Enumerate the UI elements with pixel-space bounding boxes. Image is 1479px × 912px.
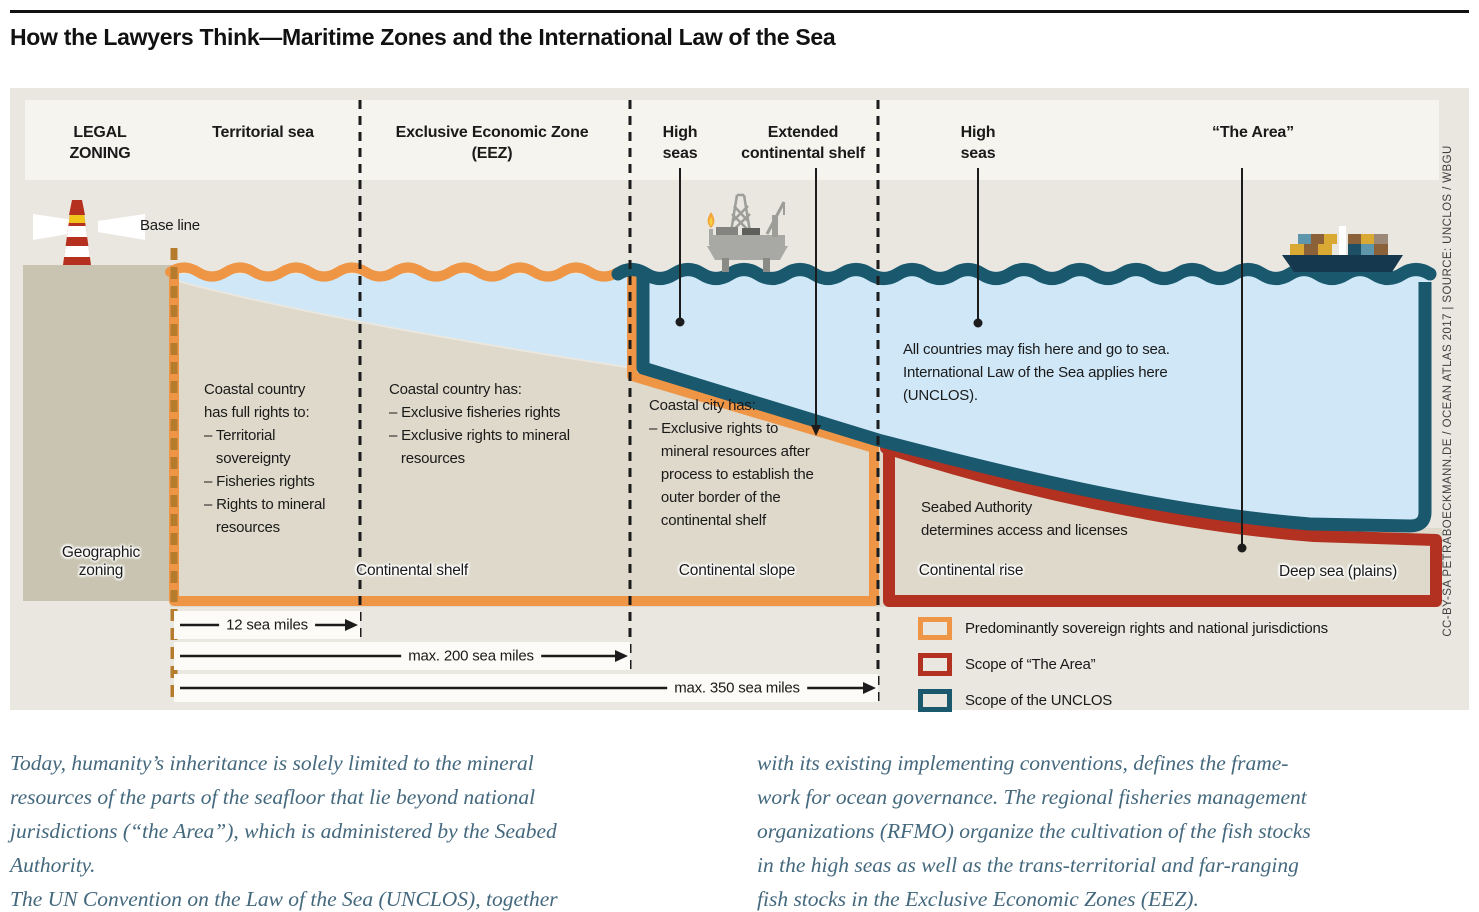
sea-surface-orange [165, 262, 623, 282]
continental-rise-label: Continental rise [918, 562, 1024, 579]
column-legal-zoning: LEGAL ZONING [69, 124, 131, 162]
legend-label: Predominantly sovereign rights and natio… [965, 620, 1328, 637]
column-eez: Exclusive Economic Zone (EEZ) [395, 124, 589, 162]
column-high-seas-2: High seas [960, 124, 996, 162]
credit-line: CC-BY-SA PETRABOECKMANN.DE / OCEAN ATLAS… [1442, 145, 1454, 637]
distance-350-miles: max. 350 sea miles [667, 679, 807, 697]
distance-12-miles: 12 sea miles [219, 616, 315, 634]
column-the-area: “The Area” [1212, 124, 1294, 141]
the-area-border [880, 442, 1442, 607]
footer-text-left: Today, humanity’s inheritance is solely … [10, 751, 558, 911]
legend-item-national: Predominantly sovereign rights and natio… [918, 617, 1328, 640]
legend-item-area: Scope of “The Area” [918, 653, 1328, 676]
footer-text-right: with its existing implementing conventio… [757, 751, 1311, 911]
slope-rights-note: Coastal city has: – Exclusive rights to … [649, 397, 814, 529]
column-territorial-sea: Territorial sea [212, 124, 314, 141]
unclos-border [636, 276, 1432, 533]
maritime-zones-diagram: LEGAL ZONING Territorial sea Exclusive E… [10, 88, 1469, 712]
legend-swatch-teal [918, 689, 952, 712]
cargo-ship-icon [1282, 226, 1403, 272]
seabed-ground [170, 280, 1442, 607]
column-high-seas-1: High seas [662, 124, 698, 162]
high-seas-note: All countries may fish here and go to se… [903, 341, 1170, 404]
pointer-lines [679, 168, 1243, 546]
column-extended-shelf: Extended continental shelf [741, 124, 865, 162]
legend-swatch-orange [918, 617, 952, 640]
eez-rights-note: Coastal country has: – Exclusive fisheri… [389, 381, 570, 467]
legend-swatch-red [918, 653, 952, 676]
legend-label: Scope of the UNCLOS [965, 692, 1113, 709]
base-line-label: Base line [140, 217, 200, 234]
header-strip [25, 100, 1439, 180]
deep-sea-label: Deep sea (plains) [1278, 563, 1398, 580]
seabed-authority-note: Seabed Authority determines access and l… [921, 499, 1128, 539]
sea-water [170, 274, 1431, 526]
distance-arrowheads [345, 619, 876, 694]
distance-200-miles: max. 200 sea miles [401, 647, 541, 665]
pointer-ends [675, 317, 1247, 553]
sea-surface-teal [611, 263, 1437, 285]
cross-section-graphic [23, 100, 1442, 702]
legend-item-unclos: Scope of the UNCLOS [918, 689, 1328, 712]
national-jurisdiction-border [169, 270, 879, 606]
continental-shelf-label: Continental shelf [355, 562, 469, 579]
title-rule [10, 10, 1469, 13]
geographic-zoning-label: Geographic zoning [61, 544, 141, 579]
lighthouse-icon [33, 200, 145, 265]
page-title: How the Lawyers Think—Maritime Zones and… [10, 24, 836, 50]
legend-label: Scope of “The Area” [965, 656, 1096, 673]
coast-land [23, 265, 174, 601]
continental-slope-label: Continental slope [678, 562, 796, 579]
oil-platform-icon [707, 193, 788, 272]
legend: Predominantly sovereign rights and natio… [918, 617, 1328, 712]
territorial-rights-note: Coastal country has full rights to: – Te… [204, 381, 326, 536]
